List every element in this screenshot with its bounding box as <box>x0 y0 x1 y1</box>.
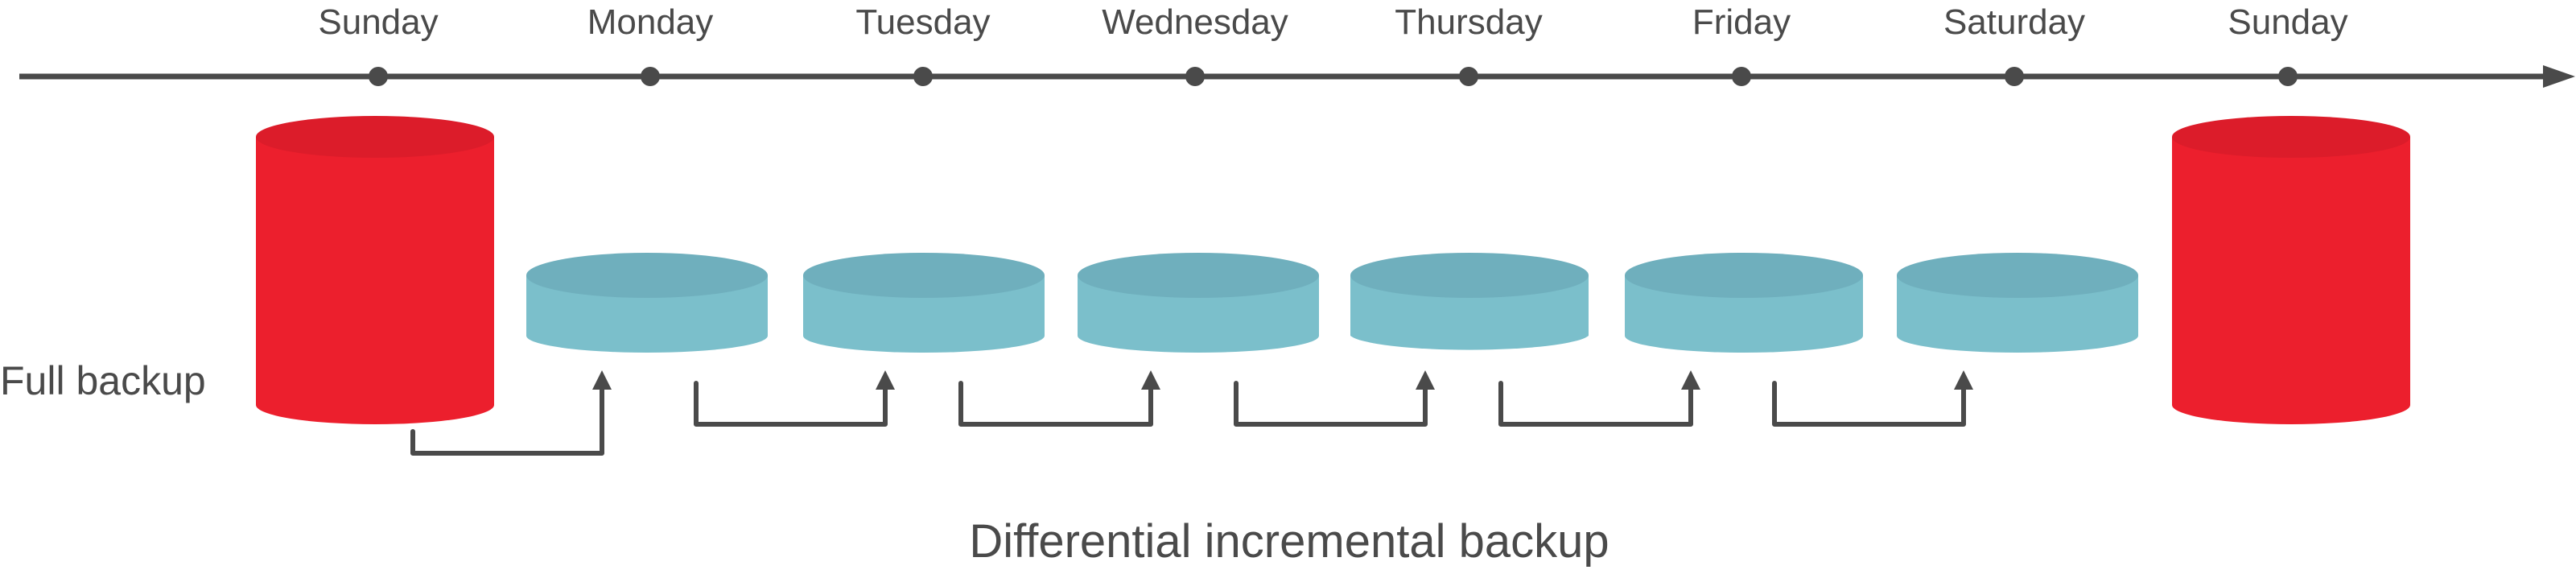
cylinder-top <box>2172 116 2410 158</box>
timeline-arrowhead <box>2543 65 2575 88</box>
incremental-disk-thursday <box>1350 253 1589 350</box>
connector-arrows <box>410 381 1966 456</box>
day-label-thursday: Thursday <box>1395 2 1542 42</box>
incremental-disk-monday <box>526 253 768 353</box>
arrowhead-wednesday <box>1141 370 1160 390</box>
arrow-friday-to-saturday <box>1772 381 1966 427</box>
day-dot-sunday-next <box>2278 67 2298 86</box>
day-labels: Sunday Monday Tuesday Wednesday Thursday… <box>318 2 2348 86</box>
incremental-disk-saturday <box>1897 253 2138 353</box>
day-label-sunday: Sunday <box>318 2 438 42</box>
cylinder-top <box>256 116 494 158</box>
disk-top <box>1897 253 2138 298</box>
incremental-disk-tuesday <box>803 253 1045 353</box>
incremental-disk-wednesday <box>1078 253 1319 353</box>
disk-top <box>1078 253 1319 298</box>
day-label-saturday: Saturday <box>1943 2 2085 42</box>
day-dot-monday <box>641 67 660 86</box>
arrow-thursday-to-friday <box>1498 381 1693 427</box>
cylinder-body <box>2172 137 2410 424</box>
cylinder-body <box>256 137 494 424</box>
full-backup-cylinder-sunday-next <box>2172 116 2410 424</box>
day-dot-wednesday <box>1185 67 1205 86</box>
disk-top <box>803 253 1045 298</box>
day-dot-thursday <box>1459 67 1478 86</box>
arrowhead-thursday <box>1416 370 1435 390</box>
day-dot-friday <box>1732 67 1751 86</box>
arrowhead-saturday <box>1954 370 1973 390</box>
disk-top <box>526 253 768 298</box>
full-backup-label: Full backup <box>0 358 206 403</box>
day-label-sunday-next: Sunday <box>2228 2 2347 42</box>
full-backup-cylinder-sunday <box>256 116 494 424</box>
day-dot-tuesday <box>913 67 933 86</box>
incremental-disk-friday <box>1625 253 1863 353</box>
arrowhead-monday <box>592 370 612 390</box>
disk-top <box>1350 253 1589 298</box>
day-label-friday: Friday <box>1692 2 1791 42</box>
connector-arrowheads <box>592 370 1973 390</box>
day-dot-saturday <box>2005 67 2024 86</box>
day-label-wednesday: Wednesday <box>1102 2 1288 42</box>
disk-top <box>1625 253 1863 298</box>
arrow-monday-to-tuesday <box>694 381 888 427</box>
timeline <box>19 65 2575 88</box>
diagram-caption: Differential incremental backup <box>969 515 1609 568</box>
arrow-sunday-to-monday <box>410 382 604 456</box>
arrow-tuesday-to-wednesday <box>958 381 1153 427</box>
day-label-monday: Monday <box>587 2 714 42</box>
day-dot-sunday <box>369 67 388 86</box>
arrowhead-friday <box>1681 370 1700 390</box>
arrow-wednesday-to-thursday <box>1234 381 1428 427</box>
arrowhead-tuesday <box>876 370 895 390</box>
day-label-tuesday: Tuesday <box>855 2 990 42</box>
